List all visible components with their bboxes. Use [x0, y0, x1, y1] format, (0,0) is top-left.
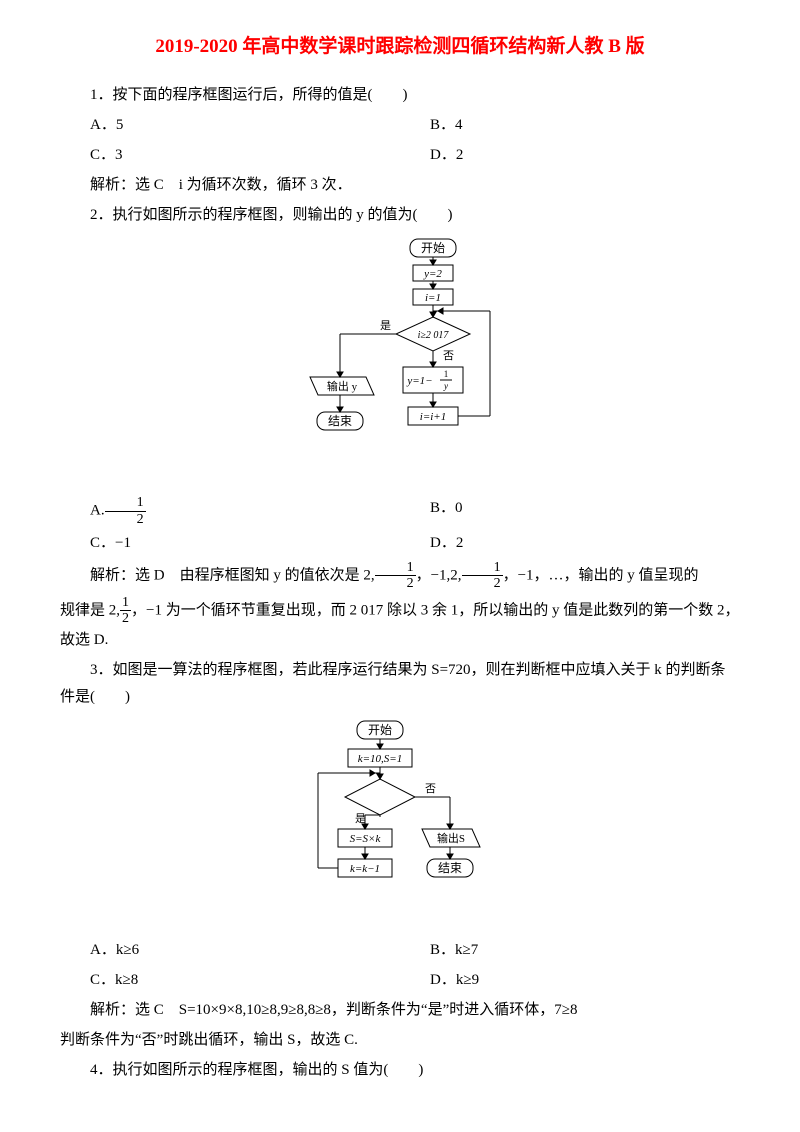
page-title: 2019-2020 年高中数学课时跟踪检测四循环结构新人教 B 版	[60, 30, 740, 64]
q2-analysis-1c: ，−1，…，输出的 y 值呈现的	[503, 567, 699, 583]
q1-opt-d: D．2	[400, 142, 740, 169]
q2-opt-b: B．0	[400, 495, 740, 527]
q2-analysis-line1: 解析：选 D 由程序框图知 y 的值依次是 2,12，−1,2,12，−1，…，…	[60, 560, 740, 592]
q1-analysis: 解析：选 C i 为循环次数，循环 3 次．	[60, 172, 740, 199]
q2-opt-d: D．2	[400, 530, 740, 557]
svg-text:y=2: y=2	[423, 268, 442, 280]
q1-analysis-text: 解析：选 C i 为循环次数，循环 3 次．	[90, 177, 352, 193]
q2-analysis-1a: 解析：选 D 由程序框图知 y 的值依次是 2,	[90, 567, 375, 583]
svg-text:开始: 开始	[368, 723, 392, 737]
svg-text:输出 y: 输出 y	[327, 379, 358, 393]
q3-analysis-line2: 判断条件为“否”时跳出循环，输出 S，故选 C.	[60, 1027, 740, 1054]
q4-stem: 4．执行如图所示的程序框图，输出的 S 值为( )	[60, 1057, 740, 1084]
q2-analysis-2b: ，−1 为一个循环节重复出现，而 2 017 除以 3 余 1，所以输出的 y …	[60, 602, 739, 647]
q3-opt-d: D．k≥9	[400, 967, 740, 994]
svg-text:i=i+1: i=i+1	[420, 411, 446, 423]
q2-analysis-1b: ，−1,2,	[416, 567, 462, 583]
svg-text:否: 否	[443, 350, 454, 362]
q2-flowchart: 开始 y=2 i=1 i≥2 017 是 输出 y 结束 否 y=1− 1 y	[60, 237, 740, 487]
q2-opt-a-prefix: A.	[90, 503, 105, 519]
q2-opt-c: C．−1	[60, 530, 400, 557]
svg-text:是: 是	[380, 319, 391, 332]
flowchart-svg: 开始 y=2 i=1 i≥2 017 是 输出 y 结束 否 y=1− 1 y	[290, 237, 510, 477]
svg-text:S=S×k: S=S×k	[350, 833, 382, 845]
q3-flowchart: 开始 k=10,S=1 是 否 S=S×k 输出S k=k−1 结束	[60, 719, 740, 929]
svg-text:结束: 结束	[438, 861, 462, 875]
q1-options-row2: C．3 D．2	[60, 142, 740, 169]
svg-text:k=10,S=1: k=10,S=1	[358, 753, 402, 765]
q3-options-row2: C．k≥8 D．k≥9	[60, 967, 740, 994]
q3-opt-b: B．k≥7	[400, 937, 740, 964]
q3-opt-a: A．k≥6	[60, 937, 400, 964]
svg-text:输出S: 输出S	[437, 831, 465, 845]
q2-analysis-2a: 规律是 2,	[60, 602, 120, 618]
q1-stem: 1．按下面的程序框图运行后，所得的值是( )	[60, 82, 740, 109]
q3-stem: 3．如图是一算法的程序框图，若此程序运行结果为 S=720，则在判断框中应填入关…	[60, 657, 740, 711]
svg-text:y=1−: y=1−	[406, 375, 432, 387]
svg-text:y: y	[443, 381, 448, 391]
svg-text:1: 1	[444, 369, 449, 379]
q1-options-row1: A．5 B．4	[60, 112, 740, 139]
svg-text:否: 否	[425, 783, 436, 795]
q1-opt-b: B．4	[400, 112, 740, 139]
svg-text:开始: 开始	[421, 241, 445, 255]
svg-text:i=1: i=1	[425, 292, 441, 304]
q3-opt-c: C．k≥8	[60, 967, 400, 994]
svg-text:是: 是	[355, 812, 366, 825]
q2-opt-a: A.12	[60, 495, 400, 527]
svg-text:i≥2 017: i≥2 017	[418, 330, 450, 341]
q2-analysis-line2: 规律是 2,12，−1 为一个循环节重复出现，而 2 017 除以 3 余 1，…	[60, 595, 740, 654]
q3-analysis-line1: 解析：选 C S=10×9×8,10≥8,9≥8,8≥8，判断条件为“是”时进入…	[60, 997, 740, 1024]
q2-options-row1: A.12 B．0	[60, 495, 740, 527]
svg-text:结束: 结束	[328, 414, 352, 428]
flowchart-svg-3: 开始 k=10,S=1 是 否 S=S×k 输出S k=k−1 结束	[300, 719, 500, 919]
q3-options-row1: A．k≥6 B．k≥7	[60, 937, 740, 964]
q2-stem: 2．执行如图所示的程序框图，则输出的 y 的值为( )	[60, 202, 740, 229]
q1-opt-a: A．5	[60, 112, 400, 139]
q1-opt-c: C．3	[60, 142, 400, 169]
svg-text:k=k−1: k=k−1	[350, 863, 380, 875]
q2-options-row2: C．−1 D．2	[60, 530, 740, 557]
